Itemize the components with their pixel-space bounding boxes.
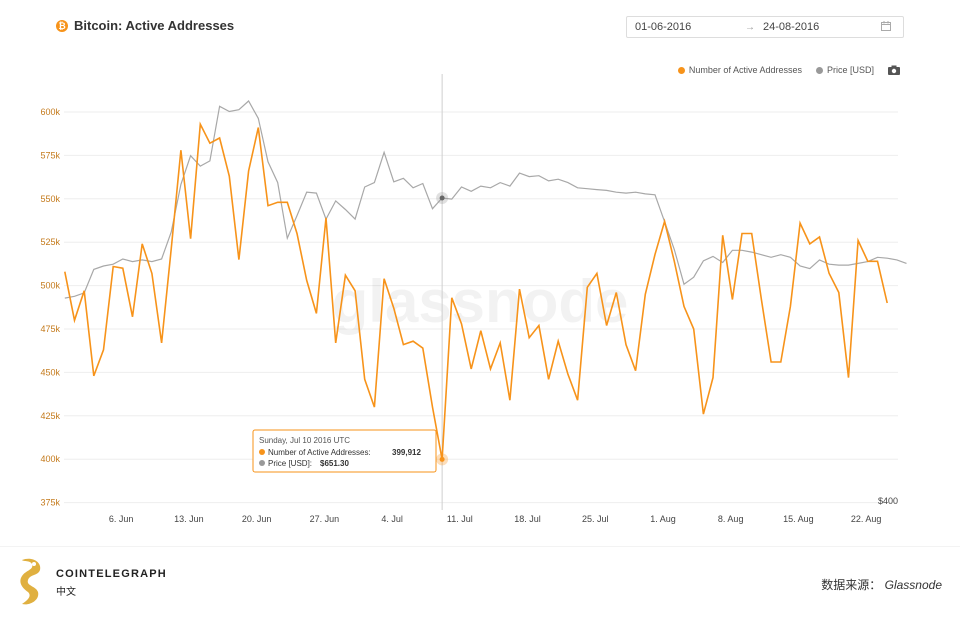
legend-label-price: Price [USD] bbox=[826, 65, 874, 75]
chart-legend: Number of Active Addresses Price [USD] bbox=[664, 65, 900, 75]
right-axis-label: $400 bbox=[878, 496, 898, 506]
date-range-picker[interactable]: 01-06-2016 → 24-08-2016 bbox=[626, 16, 904, 38]
date-start-input[interactable]: 01-06-2016 bbox=[635, 21, 692, 33]
tooltip-box bbox=[252, 429, 437, 473]
y-tick-label: 450k bbox=[40, 367, 60, 377]
x-tick-label: 15. Aug bbox=[783, 514, 814, 524]
price-marker bbox=[439, 195, 445, 201]
y-tick-label: 425k bbox=[40, 411, 60, 421]
x-tick-label: 6. Jun bbox=[109, 514, 134, 524]
price-series-line bbox=[64, 100, 907, 299]
active-addresses-series-line bbox=[64, 121, 888, 460]
tooltip-price-value: $651.30 bbox=[320, 459, 349, 468]
legend-item-price[interactable]: Price [USD] bbox=[815, 65, 874, 75]
camera-icon[interactable] bbox=[888, 65, 900, 75]
arrow-right-icon: → bbox=[745, 21, 755, 33]
brand-name: COINTELEGRAPH bbox=[56, 568, 167, 580]
x-tick-label: 27. Jun bbox=[310, 514, 340, 524]
hover-markers bbox=[436, 192, 449, 466]
y-tick-label: 550k bbox=[40, 194, 60, 204]
tooltip-active-value: 399,912 bbox=[392, 448, 421, 457]
tooltip-active-label: Number of Active Addresses: bbox=[268, 448, 371, 457]
y-tick-label: 525k bbox=[40, 237, 60, 247]
y-tick-label: 375k bbox=[40, 498, 60, 508]
y-tick-label: 400k bbox=[40, 454, 60, 464]
legend-label-active: Number of Active Addresses bbox=[688, 65, 802, 75]
x-tick-label: 8. Aug bbox=[718, 514, 744, 524]
brand-subtitle: 中文 bbox=[56, 587, 76, 598]
x-tick-label: 13. Jun bbox=[174, 514, 204, 524]
x-tick-label: 4. Jul bbox=[381, 514, 403, 524]
y-tick-label: 600k bbox=[40, 107, 60, 117]
x-tick-label: 18. Jul bbox=[514, 514, 541, 524]
chart-header: ₿ Bitcoin: Active Addresses bbox=[56, 18, 234, 33]
cointelegraph-logo-icon bbox=[20, 558, 41, 605]
chart-title: Bitcoin: Active Addresses bbox=[74, 18, 235, 33]
tooltip-date: Sunday, Jul 10 2016 UTC bbox=[259, 436, 350, 445]
active-marker bbox=[439, 456, 445, 462]
brand: COINTELEGRAPH 中文 bbox=[56, 568, 167, 598]
y-axis-ticks: 600k 575k 550k 525k 500k 475k 450k 425k 400k 375k bbox=[40, 107, 60, 508]
tooltip-dot-active bbox=[259, 449, 265, 455]
tooltip-dot-price bbox=[259, 460, 265, 466]
x-tick-label: 20. Jun bbox=[242, 514, 272, 524]
tooltip: Sunday, Jul 10 2016 UTC Number of Active… bbox=[252, 429, 437, 473]
source-credit: 数据来源： Glassnode bbox=[821, 576, 942, 593]
chart-plot-area[interactable]: glassnode 600k575k550k525k500k475k450k42… bbox=[0, 0, 960, 545]
y-tick-label: 475k bbox=[40, 324, 60, 334]
x-tick-label: 1. Aug bbox=[650, 514, 676, 524]
divider bbox=[0, 546, 960, 547]
legend-dot-active bbox=[677, 66, 685, 74]
x-tick-label: 22. Aug bbox=[851, 514, 882, 524]
source-label: 数据来源： bbox=[821, 578, 882, 592]
y-tick-label: 575k bbox=[40, 150, 60, 160]
x-tick-label: 11. Jul bbox=[447, 514, 473, 524]
calendar-icon[interactable] bbox=[881, 20, 895, 34]
tooltip-price-label: Price [USD]: bbox=[268, 459, 312, 468]
x-tick-label: 25. Jul bbox=[582, 514, 609, 524]
legend-dot-price bbox=[815, 66, 823, 74]
source-name: Glassnode bbox=[884, 578, 942, 592]
bitcoin-icon: ₿ bbox=[56, 19, 68, 32]
legend-item-active-addresses[interactable]: Number of Active Addresses bbox=[677, 65, 802, 75]
date-end-input[interactable]: 24-08-2016 bbox=[763, 21, 820, 33]
x-axis-ticks: 6. Jun 13. Jun 20. Jun 27. Jun 4. Jul 11. Jul… bbox=[109, 514, 882, 524]
y-tick-label: 500k bbox=[40, 281, 60, 291]
